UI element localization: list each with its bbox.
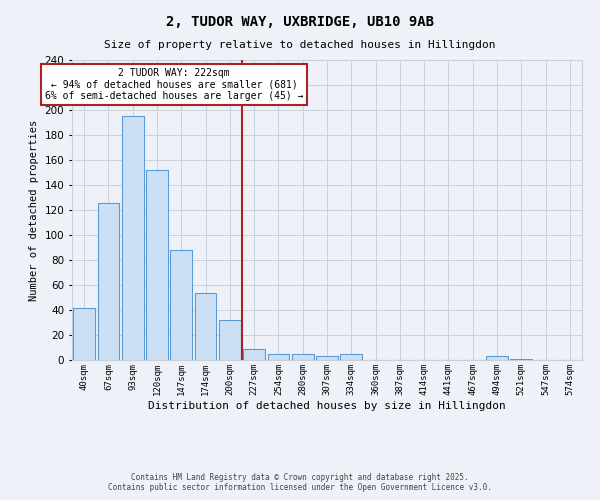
- Bar: [122, 116, 143, 360]
- Bar: [511, 359, 532, 360]
- Text: 2 TUDOR WAY: 222sqm
← 94% of detached houses are smaller (681)
6% of semi-detach: 2 TUDOR WAY: 222sqm ← 94% of detached ho…: [45, 68, 303, 100]
- Bar: [340, 354, 362, 360]
- Bar: [268, 354, 289, 360]
- Bar: [146, 170, 168, 360]
- Text: Contains HM Land Registry data © Crown copyright and database right 2025.
Contai: Contains HM Land Registry data © Crown c…: [108, 473, 492, 492]
- Bar: [97, 202, 119, 360]
- Bar: [292, 354, 314, 360]
- Text: 2, TUDOR WAY, UXBRIDGE, UB10 9AB: 2, TUDOR WAY, UXBRIDGE, UB10 9AB: [166, 15, 434, 29]
- Y-axis label: Number of detached properties: Number of detached properties: [29, 120, 39, 300]
- Bar: [170, 250, 192, 360]
- Bar: [316, 356, 338, 360]
- Text: Size of property relative to detached houses in Hillingdon: Size of property relative to detached ho…: [104, 40, 496, 50]
- Bar: [486, 356, 508, 360]
- Bar: [219, 320, 241, 360]
- Bar: [73, 308, 95, 360]
- Bar: [243, 349, 265, 360]
- Bar: [194, 292, 217, 360]
- X-axis label: Distribution of detached houses by size in Hillingdon: Distribution of detached houses by size …: [148, 400, 506, 410]
